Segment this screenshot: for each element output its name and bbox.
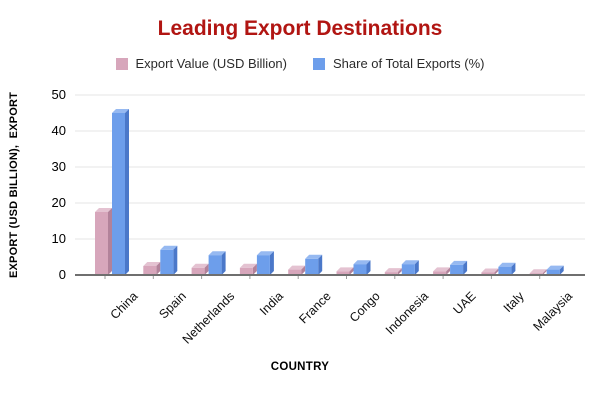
bar-export-value: [384, 268, 402, 275]
x-axis-category-label: Congo: [346, 289, 383, 325]
plot-svg: [75, 94, 585, 279]
bar-export-share: [450, 260, 468, 275]
legend-label-export-share: Share of Total Exports (%): [332, 56, 485, 71]
x-axis-category-label: India: [256, 289, 286, 319]
export-value-swatch-icon: [115, 57, 128, 70]
bar-export-share: [401, 260, 419, 275]
x-axis-category-label: France: [296, 289, 335, 327]
x-axis-category-label: Indonesia: [382, 289, 431, 338]
bar-export-value: [288, 265, 306, 275]
bar-export-share: [256, 251, 274, 275]
export-share-swatch-icon: [312, 57, 325, 70]
bar-group: [191, 251, 226, 275]
y-axis-tick-label: 10: [51, 231, 66, 246]
bar-export-value: [239, 263, 257, 275]
y-axis-tick-label: 50: [51, 87, 66, 102]
bar-export-share: [353, 260, 371, 275]
legend-label-export-value: Export Value (USD Billion): [135, 56, 287, 71]
x-axis-category-label: Malaysia: [530, 289, 576, 334]
bar-group: [481, 262, 516, 275]
bar-export-share: [208, 251, 226, 275]
x-axis-category-label: Spain: [156, 289, 190, 322]
x-axis-category-label: UAE: [450, 289, 480, 318]
x-axis-category-label: China: [107, 289, 141, 323]
y-axis-tick-label: 20: [51, 195, 66, 210]
bar-group: [336, 260, 371, 275]
bar-export-value: [191, 263, 209, 275]
bar-export-value: [95, 208, 112, 275]
bar-group: [433, 260, 468, 275]
y-axis-tick-label: 30: [51, 159, 66, 174]
bar-group: [529, 265, 564, 275]
bar-group: [143, 245, 178, 275]
y-axis-tick-label: 0: [58, 267, 66, 282]
legend-item-export-value: Export Value (USD Billion): [115, 56, 287, 71]
bar-export-share: [160, 245, 178, 275]
x-axis-category-label: Italy: [501, 289, 528, 316]
y-axis-title: EXPORT (USD BILLION), EXPORT: [8, 91, 20, 279]
chart-title: Leading Export Destinations: [157, 17, 443, 40]
legend-item-export-share: Share of Total Exports (%): [312, 56, 485, 71]
bar-export-share: [112, 109, 129, 275]
bar-export-share: [305, 254, 323, 275]
bar-group: [384, 260, 419, 275]
chart-legend: Export Value (USD Billion) Share of Tota…: [0, 56, 600, 71]
bar-group: [288, 254, 323, 275]
bar-export-value: [336, 267, 354, 275]
x-axis-category-labels: China Spain Netherlands India France Congo Ind…: [75, 281, 585, 366]
bar-group: [95, 109, 129, 275]
bar-export-share: [498, 262, 516, 275]
y-axis-tick-label: 40: [51, 123, 66, 138]
bar-export-share: [546, 265, 564, 275]
bar-export-value: [481, 268, 499, 275]
bar-export-value: [143, 262, 161, 275]
bar-group: [239, 251, 274, 275]
x-axis-title: COUNTRY: [270, 361, 330, 373]
bar-export-value: [433, 267, 451, 275]
